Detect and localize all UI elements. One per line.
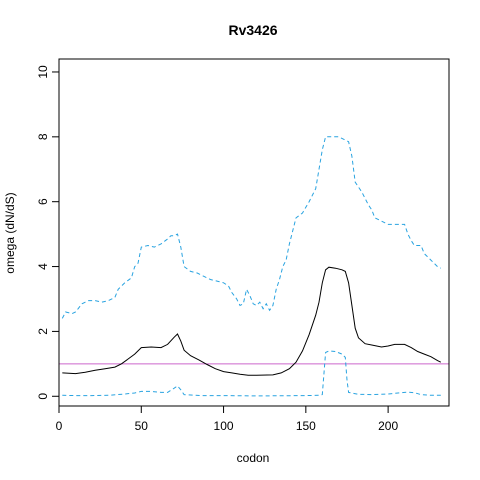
plot-frame — [58, 58, 450, 407]
chart-title: Rv3426 — [228, 22, 277, 38]
y-tick-label: 2 — [36, 328, 50, 335]
x-axis: 0 50 100 150 200 — [56, 405, 398, 433]
plot-area — [59, 136, 449, 397]
y-tick-label: 4 — [36, 263, 50, 270]
y-tick-label: 0 — [36, 393, 50, 400]
x-tick-label: 50 — [135, 419, 149, 433]
series-line-lower — [62, 350, 441, 397]
y-axis-label: omega (dN/dS) — [3, 192, 17, 273]
x-tick-label: 100 — [214, 419, 234, 433]
y-tick-label: 6 — [36, 198, 50, 205]
y-tick-label: 10 — [36, 65, 50, 79]
x-tick-label: 150 — [296, 419, 316, 433]
x-axis-label: codon — [237, 451, 270, 465]
y-tick-label: 8 — [36, 133, 50, 140]
series-line-mean — [62, 266, 442, 376]
x-tick-label: 0 — [56, 419, 63, 433]
y-axis: 0 2 4 6 8 10 — [36, 65, 60, 400]
x-tick-label: 200 — [378, 419, 398, 433]
series-line-upper — [61, 136, 442, 319]
